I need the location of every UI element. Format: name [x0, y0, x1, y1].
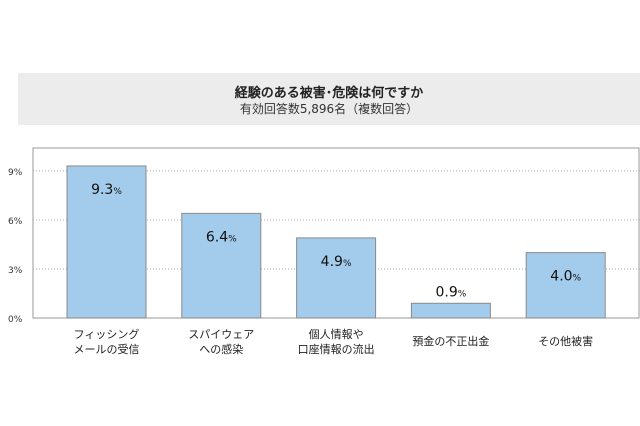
- x-tick-label: メールの受信: [74, 343, 140, 356]
- bar: [525, 252, 606, 319]
- x-tick-label: 口座情報の流出: [298, 342, 375, 356]
- chart-title: 経験のある被害･危険は何ですか: [234, 86, 424, 101]
- bar: [66, 165, 147, 319]
- chart-subtitle: 有効回答数5,896名（複数回答）: [239, 102, 419, 116]
- x-tick-label: フィッシング: [74, 327, 140, 341]
- bar: [296, 237, 377, 319]
- y-tick-label: 9%: [8, 168, 23, 178]
- x-tick-label: その他被害: [538, 334, 593, 348]
- y-tick-label: 0%: [8, 315, 23, 325]
- x-tick-label: への感染: [199, 342, 243, 356]
- x-tick-label: スパイウェア: [188, 328, 254, 341]
- bar: [410, 302, 491, 319]
- x-tick-label: 預金の不正出金: [412, 334, 489, 348]
- x-tick-label: 個人情報や: [309, 328, 364, 341]
- y-tick-label: 3%: [8, 266, 23, 276]
- y-tick-label: 6%: [8, 217, 23, 227]
- bar: [181, 212, 262, 319]
- title-box: 経験のある被害･危険は何ですか 有効回答数5,896名（複数回答）: [18, 73, 640, 125]
